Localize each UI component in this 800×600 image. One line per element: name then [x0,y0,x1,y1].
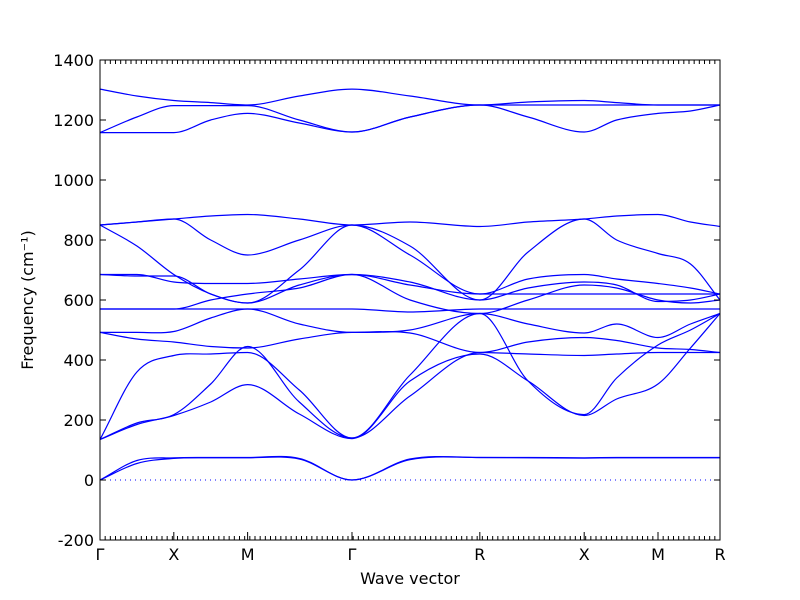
band-line-5 [99,313,721,441]
band-line-14 [99,218,720,295]
y-tick-label: 800 [63,231,94,250]
x-tick-label: Γ [96,545,105,564]
y-axis-label: Frequency (cm⁻¹) [18,230,37,369]
x-axis-label: Wave vector [360,569,460,588]
band-line-3 [99,351,720,440]
band-line-8 [100,308,720,313]
x-tick-label: X [168,545,179,564]
band-line-17 [99,88,720,106]
x-tick-label: M [241,545,255,564]
band-line-2 [99,456,720,481]
y-tick-label: 600 [63,291,94,310]
y-tick-label: 1000 [53,171,94,190]
y-tick-label: -200 [58,531,94,550]
x-tick-label: R [474,545,485,564]
x-tick-label: Γ [348,545,357,564]
plot-frame [99,59,721,541]
band-line-10 [100,273,721,295]
x-tick-label: R [714,545,725,564]
band-line-6 [99,330,721,354]
band-line-13 [99,218,721,304]
y-tick-label: 0 [84,471,94,490]
y-tick-label: 400 [63,351,94,370]
band-line-11 [99,273,721,304]
y-tick-label: 1400 [53,51,94,70]
x-tick-label: X [579,545,590,564]
bands-layer [99,88,721,481]
y-axis-ticks: -200 0 200 400 600 800 1000 1200 1400 [53,51,720,550]
band-line-9 [100,273,721,315]
band-line-7 [99,308,721,339]
band-line-4 [99,312,721,441]
x-tick-label: M [651,545,665,564]
y-tick-label: 200 [63,411,94,430]
band-line-12 [99,213,721,228]
y-tick-label: 1200 [53,111,94,130]
